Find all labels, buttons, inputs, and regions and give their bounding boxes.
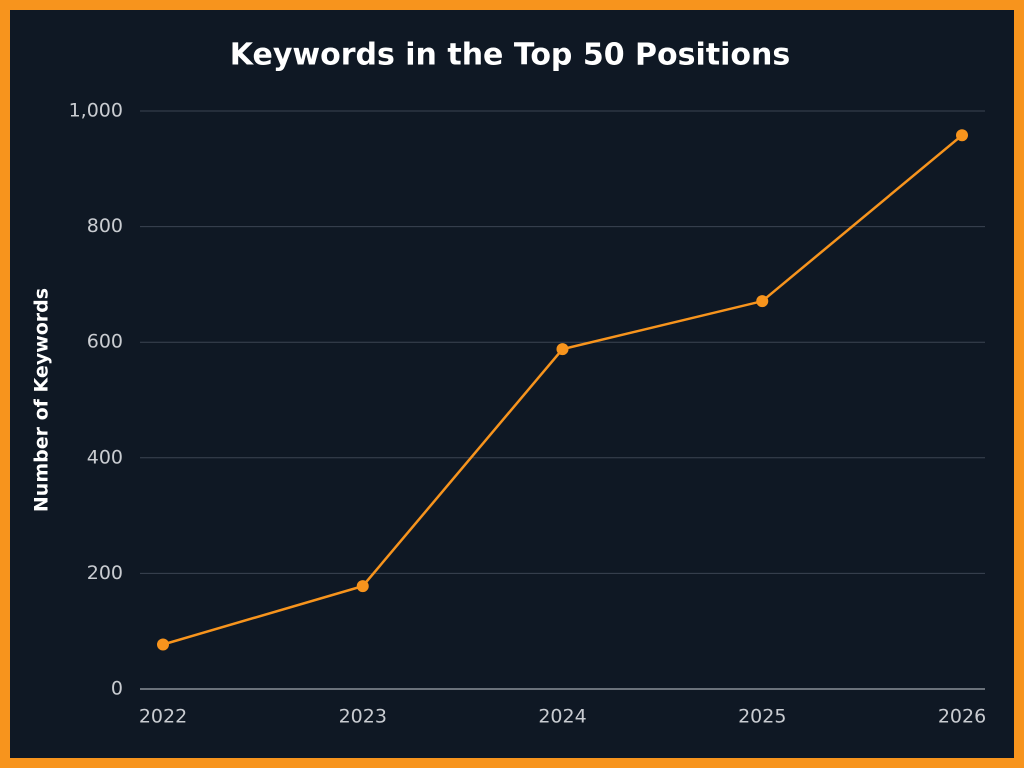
y-tick-label: 600 (87, 331, 123, 353)
x-tick-label: 2024 (538, 706, 586, 728)
point (157, 638, 169, 651)
y-tick-label: 800 (87, 215, 123, 237)
chart-background (10, 10, 1014, 758)
y-tick-label: 200 (87, 562, 123, 584)
point (956, 129, 968, 142)
x-tick-label: 2026 (938, 706, 986, 728)
y-tick-label: 400 (87, 446, 123, 468)
y-axis-label: Number of Keywords (31, 288, 53, 512)
x-tick-label: 2025 (738, 706, 786, 728)
point (556, 343, 569, 356)
point (756, 295, 769, 308)
x-tick-label: 2022 (139, 706, 187, 728)
chart-title: Keywords in the Top 50 Positions (230, 38, 790, 73)
y-tick-label: 1,000 (69, 100, 123, 122)
x-tick-label: 2023 (339, 706, 387, 728)
point (356, 580, 369, 593)
y-tick-label: 0 (111, 678, 123, 700)
